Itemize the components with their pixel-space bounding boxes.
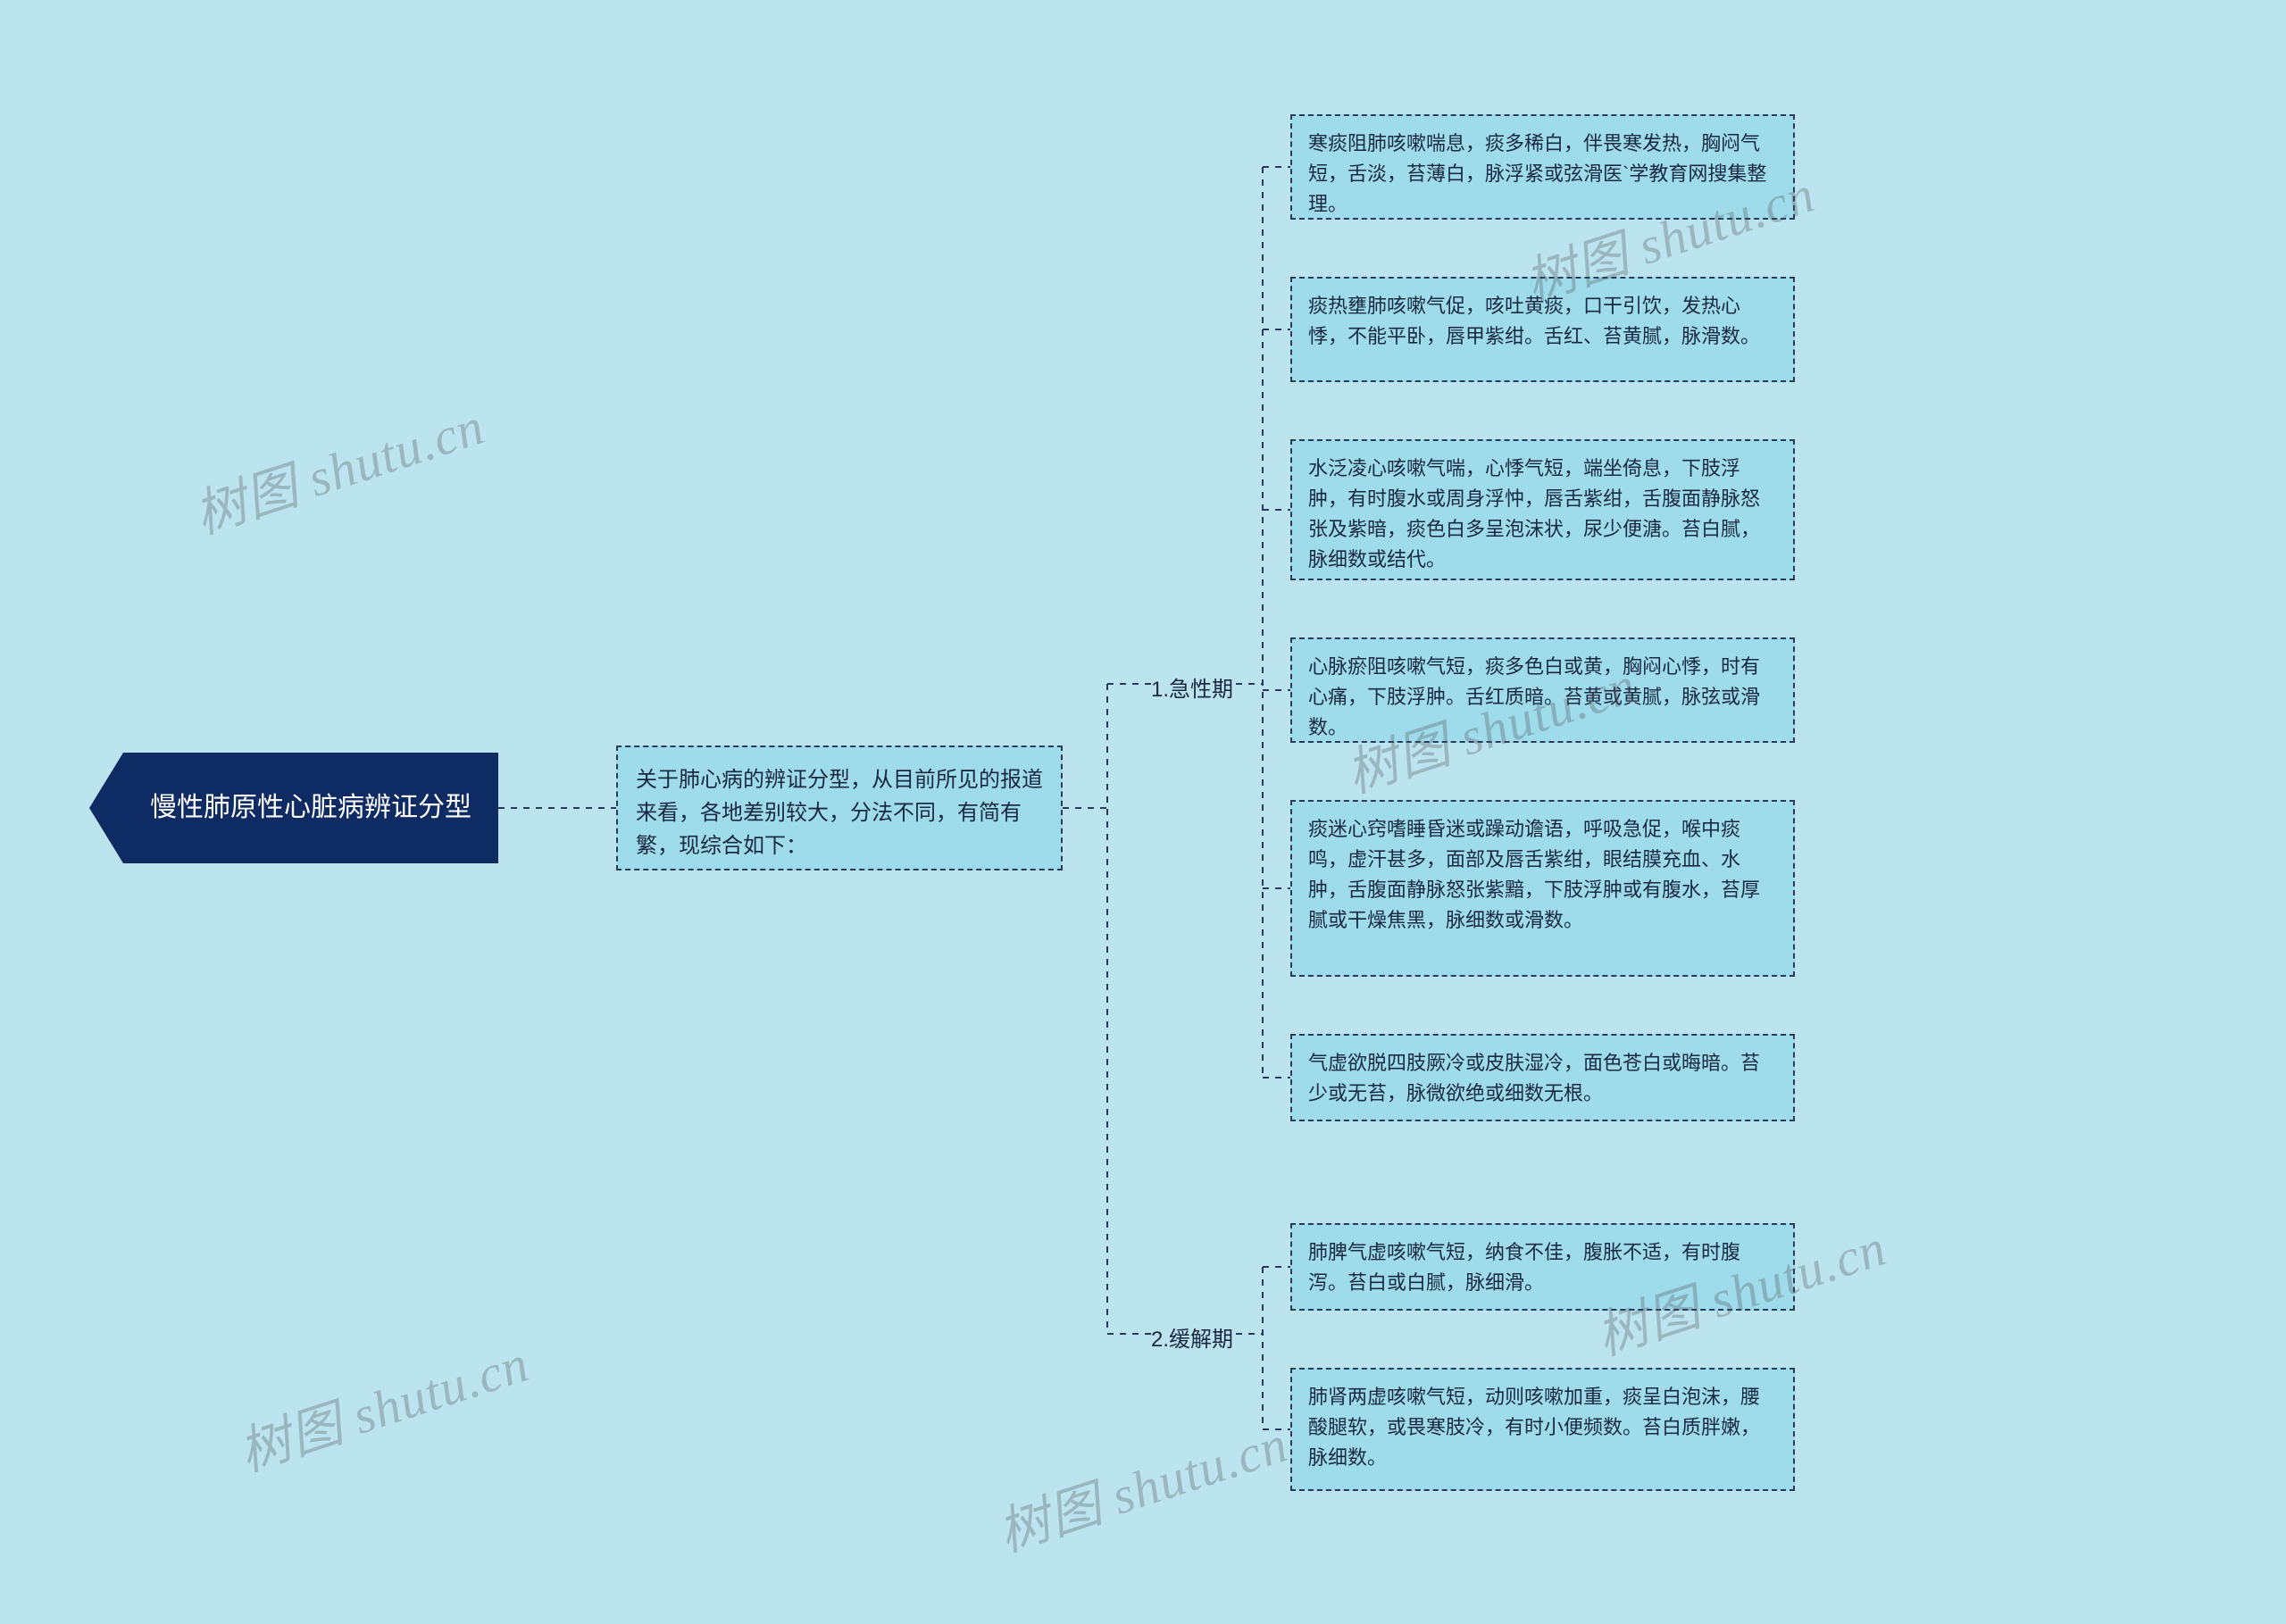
acute-item-0[interactable]: 寒痰阻肺咳嗽喘息，痰多稀白，伴畏寒发热，胸闷气短，舌淡，苔薄白，脉浮紧或弦滑医`…: [1290, 114, 1795, 220]
intro-text: 关于肺心病的辨证分型，从目前所见的报道来看，各地差别较大，分法不同，有简有繁，现…: [636, 768, 1043, 858]
phase-acute-text: 1.急性期: [1151, 678, 1233, 702]
root-node[interactable]: 慢性肺原性心脏病辨证分型: [123, 753, 498, 863]
phase-remission-label[interactable]: 2.缓解期: [1151, 1321, 1233, 1353]
acute-item-2[interactable]: 水泛凌心咳嗽气喘，心悸气短，端坐倚息，下肢浮肿，有时腹水或周身浮忡，唇舌紫绀，舌…: [1290, 439, 1795, 580]
intro-box[interactable]: 关于肺心病的辨证分型，从目前所见的报道来看，各地差别较大，分法不同，有简有繁，现…: [616, 745, 1063, 870]
acute-item-2-text: 水泛凌心咳嗽气喘，心悸气短，端坐倚息，下肢浮肿，有时腹水或周身浮忡，唇舌紫绀，舌…: [1308, 457, 1760, 570]
remission-item-0-text: 肺脾气虚咳嗽气短，纳食不佳，腹胀不适，有时腹泻。苔白或白腻，脉细滑。: [1308, 1241, 1740, 1294]
acute-item-4-text: 痰迷心窍嗜睡昏迷或躁动谵语，呼吸急促，喉中痰鸣，虚汗甚多，面部及唇舌紫绀，眼结膜…: [1308, 818, 1760, 931]
remission-item-0[interactable]: 肺脾气虚咳嗽气短，纳食不佳，腹胀不适，有时腹泻。苔白或白腻，脉细滑。: [1290, 1223, 1795, 1311]
acute-item-1[interactable]: 痰热壅肺咳嗽气促，咳吐黄痰，口干引饮，发热心悸，不能平卧，唇甲紫绀。舌红、苔黄腻…: [1290, 277, 1795, 382]
remission-item-1-text: 肺肾两虚咳嗽气短，动则咳嗽加重，痰呈白泡沫，腰酸腿软，或畏寒肢冷，有时小便频数。…: [1308, 1386, 1760, 1469]
acute-item-5[interactable]: 气虚欲脱四肢厥冷或皮肤湿冷，面色苍白或晦暗。苔少或无苔，脉微欲绝或细数无根。: [1290, 1034, 1795, 1121]
acute-item-3-text: 心脉瘀阻咳嗽气短，痰多色白或黄，胸闷心悸，时有心痛，下肢浮肿。舌红质暗。苔黄或黄…: [1308, 655, 1760, 738]
phase-acute-label[interactable]: 1.急性期: [1151, 671, 1233, 703]
acute-item-0-text: 寒痰阻肺咳嗽喘息，痰多稀白，伴畏寒发热，胸闷气短，舌淡，苔薄白，脉浮紧或弦滑医`…: [1308, 132, 1766, 215]
acute-item-3[interactable]: 心脉瘀阻咳嗽气短，痰多色白或黄，胸闷心悸，时有心痛，下肢浮肿。舌红质暗。苔黄或黄…: [1290, 637, 1795, 743]
root-arrow: [89, 753, 123, 863]
acute-item-4[interactable]: 痰迷心窍嗜睡昏迷或躁动谵语，呼吸急促，喉中痰鸣，虚汗甚多，面部及唇舌紫绀，眼结膜…: [1290, 800, 1795, 977]
phase-remission-text: 2.缓解期: [1151, 1328, 1233, 1352]
remission-item-1[interactable]: 肺肾两虚咳嗽气短，动则咳嗽加重，痰呈白泡沫，腰酸腿软，或畏寒肢冷，有时小便频数。…: [1290, 1368, 1795, 1491]
acute-item-5-text: 气虚欲脱四肢厥冷或皮肤湿冷，面色苍白或晦暗。苔少或无苔，脉微欲绝或细数无根。: [1308, 1052, 1760, 1104]
acute-item-1-text: 痰热壅肺咳嗽气促，咳吐黄痰，口干引饮，发热心悸，不能平卧，唇甲紫绀。舌红、苔黄腻…: [1308, 295, 1760, 347]
root-title: 慢性肺原性心脏病辨证分型: [150, 788, 471, 828]
